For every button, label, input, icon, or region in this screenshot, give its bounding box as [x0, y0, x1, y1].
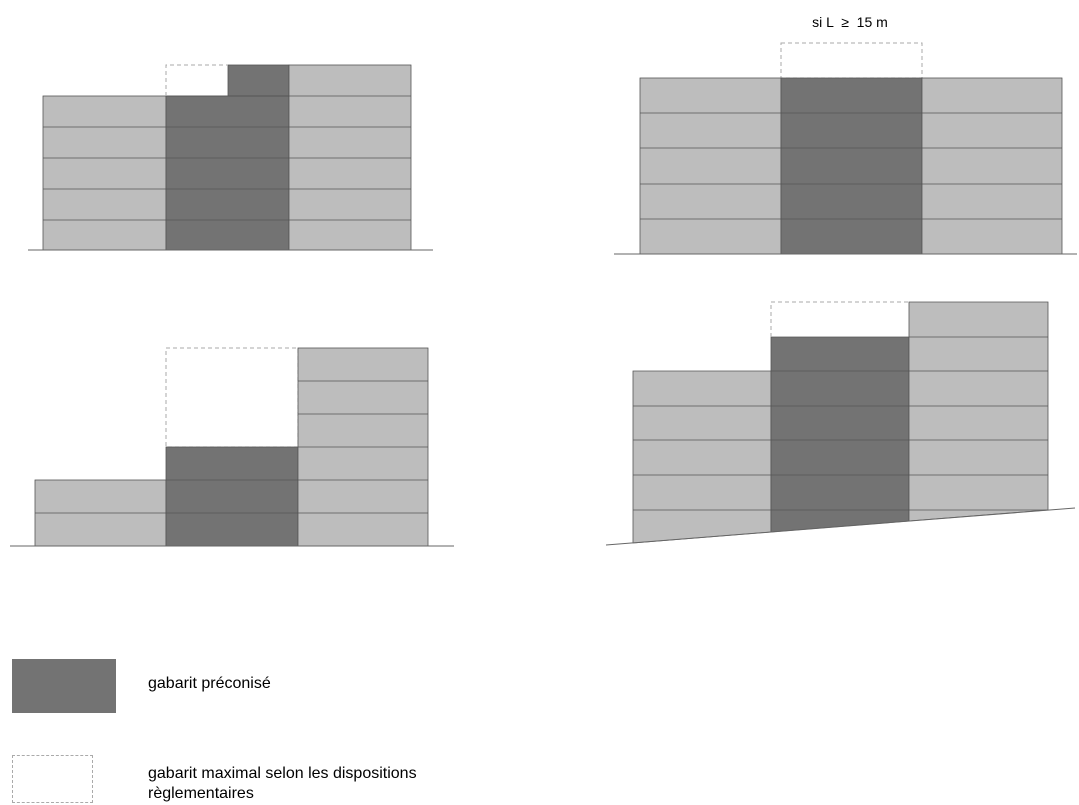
- legend-label-maximum-line2: règlementaires: [148, 785, 254, 802]
- building-right: [921, 77, 1063, 255]
- building-left: [42, 95, 167, 251]
- building-center-upper-recommended: [227, 64, 290, 97]
- panel-3: [10, 347, 454, 547]
- building-center-recommended: [165, 446, 299, 547]
- panel-2: si L ≥ 15 m: [614, 14, 1077, 255]
- building-center-recommended: [165, 95, 290, 251]
- condition-label: si L ≥ 15 m: [812, 14, 888, 30]
- legend-label-recommended: gabarit préconisé: [148, 675, 271, 692]
- building-right: [908, 301, 1049, 522]
- floor-lines: [633, 336, 1048, 511]
- panel-1: [28, 64, 433, 251]
- floor-lines: [35, 380, 428, 514]
- legend-label-maximum-line1: gabarit maximal selon les dispositions: [148, 765, 417, 782]
- panel-4: [605, 301, 1076, 546]
- legend-swatch-maximum: [12, 755, 93, 803]
- max-gabarit-outline: [165, 347, 299, 448]
- sloped-ground-line: [605, 507, 1076, 546]
- max-gabarit-outline: [770, 301, 909, 337]
- legend-swatch-recommended: [12, 659, 116, 713]
- floor-lines: [43, 95, 411, 221]
- building-left: [632, 370, 772, 544]
- max-gabarit-outline: [780, 42, 923, 79]
- max-gabarit-outline: [165, 64, 228, 96]
- building-left: [639, 77, 782, 255]
- building-center-recommended: [770, 336, 910, 533]
- floor-lines: [640, 112, 1062, 220]
- legend-label-maximum: gabarit maximal selon les dispositions r…: [148, 764, 417, 804]
- building-right: [288, 64, 412, 251]
- building-center-recommended: [780, 77, 923, 255]
